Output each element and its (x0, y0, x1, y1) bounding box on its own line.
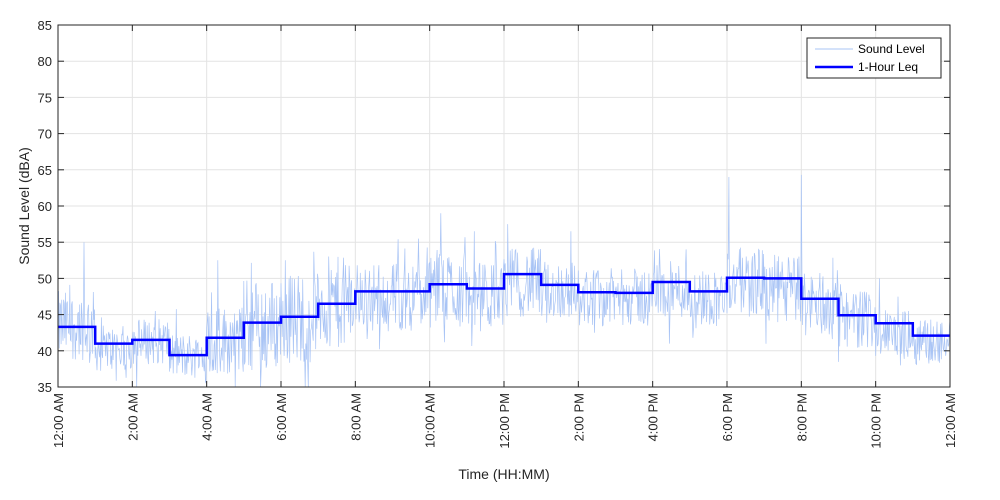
y-tick-label: 85 (38, 18, 52, 33)
y-tick-label: 60 (38, 199, 52, 214)
x-tick-label: 6:00 PM (720, 393, 735, 441)
x-axis-title: Time (HH:MM) (458, 466, 549, 482)
legend: Sound Level 1-Hour Leq (806, 37, 942, 79)
sound-level-line (58, 174, 950, 387)
x-tick-label: 8:00 PM (794, 393, 809, 441)
legend-label-sound-level: Sound Level (858, 42, 925, 56)
y-tick-label: 80 (38, 54, 52, 69)
x-tick-label: 2:00 PM (571, 393, 586, 441)
x-tick-label: 12:00 PM (497, 393, 512, 449)
x-tick-label: 4:00 AM (200, 393, 215, 441)
leq-step-line (58, 272, 950, 357)
x-tick-label: 10:00 AM (423, 393, 438, 448)
y-tick-label: 55 (38, 235, 52, 250)
y-tick-label: 70 (38, 127, 52, 142)
x-tick-label: 6:00 AM (274, 393, 289, 441)
y-tick-label: 65 (38, 163, 52, 178)
y-tick-label: 50 (38, 271, 52, 286)
y-tick-label: 35 (38, 380, 52, 395)
x-tick-label: 12:00 AM (51, 393, 66, 448)
x-tick-label: 12:00 AM (943, 393, 958, 448)
x-axis-ticks: 12:00 AM 2:00 AM 4:00 AM 6:00 AM 8:00 AM 10:0… (51, 25, 958, 449)
y-tick-label: 45 (38, 308, 52, 323)
x-tick-label: 4:00 PM (646, 393, 661, 441)
x-tick-label: 2:00 AM (125, 393, 140, 441)
legend-label-leq: 1-Hour Leq (858, 60, 918, 74)
x-tick-label: 8:00 AM (348, 393, 363, 441)
legend-box (806, 37, 942, 79)
y-axis-ticks: 35 40 45 50 55 60 65 70 75 80 85 (38, 18, 950, 395)
sound-level-series (58, 174, 950, 387)
leq-series (58, 272, 950, 357)
y-tick-label: 40 (38, 344, 52, 359)
x-tick-label: 10:00 PM (869, 393, 884, 449)
y-tick-label: 75 (38, 90, 52, 105)
y-axis-title: Sound Level (dBA) (16, 147, 32, 265)
